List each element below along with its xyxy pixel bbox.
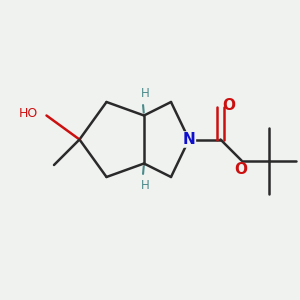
Text: O: O	[234, 162, 247, 177]
Text: H: H	[141, 178, 150, 192]
Text: O: O	[222, 98, 236, 112]
Text: HO: HO	[18, 106, 38, 120]
Text: H: H	[141, 87, 150, 101]
Text: N: N	[183, 132, 195, 147]
